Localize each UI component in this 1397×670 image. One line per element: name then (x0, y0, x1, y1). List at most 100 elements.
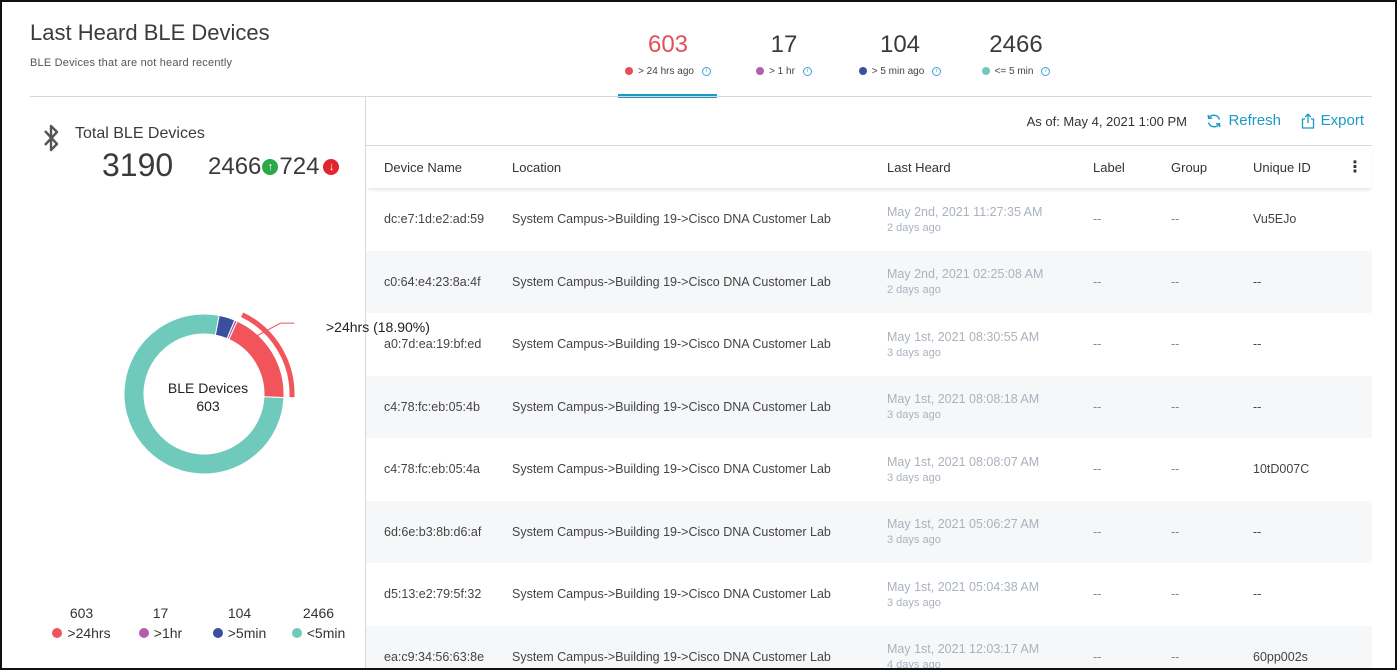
total-label: Total BLE Devices (75, 125, 205, 142)
status-dot-icon (625, 67, 634, 75)
devices-table: Device Name Location Last Heard Label Gr… (366, 146, 1372, 668)
last-heard-date: May 1st, 2021 08:30:55 AM (887, 329, 1040, 344)
page-title: Last Heard BLE Devices (30, 20, 270, 45)
refresh-label: Refresh (1228, 112, 1281, 129)
donut-chart[interactable] (124, 307, 324, 487)
refresh-button[interactable]: Refresh (1206, 112, 1281, 129)
legend-item-5min[interactable]: 104 >5min (200, 605, 279, 643)
group-cell: -- (1171, 337, 1180, 352)
total-value: 3190 (102, 147, 174, 183)
table-toolbar: As of: May 4, 2021 1:00 PM Refresh Expor… (366, 98, 1372, 146)
last-heard-ago: 3 days ago (887, 471, 941, 484)
table-row[interactable]: c4:78:fc:eb:05:4a System Campus->Building… (366, 438, 1372, 501)
table-row[interactable]: dc:e7:1d:e2:ad:59 System Campus->Building… (366, 188, 1372, 251)
chart-legend: 603 >24hrs 17 >1hr 104 >5min 2466 <5min (42, 605, 362, 643)
device-name-cell: c4:78:fc:eb:05:4a (384, 462, 480, 477)
legend-label: >1hr (153, 625, 183, 641)
tab-24hrs-label: > 24 hrs ago (638, 65, 694, 77)
last-heard-date: May 1st, 2021 05:06:27 AM (887, 517, 1040, 532)
last-heard-date: May 1st, 2021 08:08:18 AM (887, 392, 1040, 407)
label-cell: -- (1093, 337, 1102, 352)
unique-id-cell: 60pp002s (1253, 649, 1308, 664)
info-icon[interactable]: i (932, 66, 942, 76)
last-heard-date: May 1st, 2021 05:04:38 AM (887, 579, 1040, 594)
legend-dot-icon (291, 628, 302, 638)
table-row[interactable]: c0:64:e4:23:8a:4f System Campus->Building… (366, 250, 1372, 313)
legend-value: 17 (152, 605, 169, 621)
legend-dot-icon (138, 628, 149, 638)
last-heard-ago: 3 days ago (887, 596, 941, 609)
last-heard-ago: 2 days ago (887, 284, 941, 297)
device-name-cell: c0:64:e4:23:8a:4f (384, 274, 481, 289)
info-icon[interactable]: i (802, 66, 812, 76)
donut-segment-5min[interactable] (124, 313, 285, 475)
label-cell: -- (1093, 649, 1102, 664)
table-row[interactable]: ea:c9:34:56:63:8e System Campus->Building… (366, 625, 1372, 668)
legend-item-24hrs[interactable]: 603 >24hrs (42, 605, 121, 643)
page-subtitle: BLE Devices that are not heard recently (30, 57, 233, 69)
legend-item-1hr[interactable]: 17 >1hr (121, 605, 200, 643)
tab-24hrs-value: 603 (647, 31, 689, 58)
arrow-down-icon: ↓ (323, 159, 340, 175)
device-name-cell: ea:c9:34:56:63:8e (384, 649, 485, 664)
legend-item-lt-5min[interactable]: 2466 <5min (279, 605, 358, 643)
unique-id-cell: -- (1253, 587, 1262, 602)
summary-panel: Total BLE Devices 3190 2466 ↑ 724 ↓ BLE … (30, 97, 430, 668)
group-cell: -- (1171, 649, 1180, 664)
table-row[interactable]: d5:13:e2:79:5f:32 System Campus->Building… (366, 563, 1372, 626)
export-icon (1301, 112, 1314, 129)
column-header-unique-id[interactable]: Unique ID (1253, 159, 1311, 175)
last-heard-cell: May 1st, 2021 08:08:18 AM 3 days ago (887, 392, 1093, 421)
table-row[interactable]: a0:7d:ea:19:bf:ed System Campus->Building… (366, 313, 1372, 376)
column-header-group[interactable]: Group (1171, 159, 1208, 175)
unique-id-cell: -- (1253, 399, 1262, 414)
info-icon[interactable]: i (701, 66, 711, 76)
unique-id-cell: 10tD007C (1253, 462, 1310, 477)
tab-24hrs[interactable]: 603 > 24 hrs ago i (612, 28, 724, 98)
location-cell: System Campus->Building 19->Cisco DNA Cu… (512, 587, 831, 602)
location-cell: System Campus->Building 19->Cisco DNA Cu… (512, 462, 831, 477)
legend-value: 104 (227, 605, 252, 621)
column-header-label[interactable]: Label (1093, 159, 1125, 175)
export-button[interactable]: Export (1301, 112, 1364, 129)
tab-5min[interactable]: 104 > 5 min ago i (844, 28, 956, 98)
group-cell: -- (1171, 587, 1180, 602)
donut-callout: >24hrs (18.90%) (326, 319, 430, 335)
column-header-device-name[interactable]: Device Name (384, 159, 463, 175)
status-dot-icon (756, 67, 765, 75)
tab-1hr[interactable]: 17 > 1 hr i (728, 28, 840, 98)
refresh-icon (1207, 114, 1221, 127)
tab-lte-5min-caption: <= 5 min i (981, 66, 1051, 77)
last-heard-date: May 1st, 2021 08:08:07 AM (887, 454, 1040, 469)
table-row[interactable]: c4:78:fc:eb:05:4b System Campus->Building… (366, 375, 1372, 438)
arrow-up-icon: ↑ (262, 159, 279, 175)
status-dot-icon (981, 67, 990, 75)
as-of-timestamp: As of: May 4, 2021 1:00 PM (1026, 114, 1187, 129)
label-cell: -- (1093, 587, 1102, 602)
label-cell: -- (1093, 462, 1102, 477)
last-heard-cell: May 1st, 2021 08:30:55 AM 3 days ago (887, 330, 1093, 359)
column-header-last-heard[interactable]: Last Heard (887, 159, 951, 175)
status-dot-icon (858, 67, 867, 75)
more-vertical-icon[interactable]: ⋮ (1347, 159, 1363, 176)
tab-24hrs-caption: > 24 hrs ago i (625, 66, 711, 77)
table-row[interactable]: 6d:6e:b3:8b:d6:af System Campus->Building… (366, 500, 1372, 563)
device-name-cell: a0:7d:ea:19:bf:ed (384, 337, 482, 352)
group-cell: -- (1171, 399, 1180, 414)
last-heard-date: May 1st, 2021 12:03:17 AM (887, 642, 1040, 657)
tab-1hr-caption: > 1 hr i (756, 66, 812, 77)
delta-summary: 2466 ↑ 724 ↓ (208, 153, 340, 181)
tab-5min-value: 104 (879, 31, 921, 58)
tab-lte-5min[interactable]: 2466 <= 5 min i (960, 28, 1072, 98)
last-heard-ago: 3 days ago (887, 534, 941, 547)
column-header-location[interactable]: Location (512, 159, 562, 175)
last-heard-cell: May 1st, 2021 05:06:27 AM 3 days ago (887, 517, 1093, 546)
info-icon[interactable]: i (1041, 66, 1051, 76)
group-cell: -- (1171, 274, 1180, 289)
device-name-cell: d5:13:e2:79:5f:32 (384, 587, 482, 602)
legend-label: <5min (306, 625, 346, 641)
donut-center-value: 603 (196, 398, 220, 414)
last-heard-cell: May 1st, 2021 05:04:38 AM 3 days ago (887, 580, 1093, 609)
last-heard-ago: 2 days ago (887, 221, 941, 234)
tab-5min-label: > 5 min ago (871, 65, 925, 77)
